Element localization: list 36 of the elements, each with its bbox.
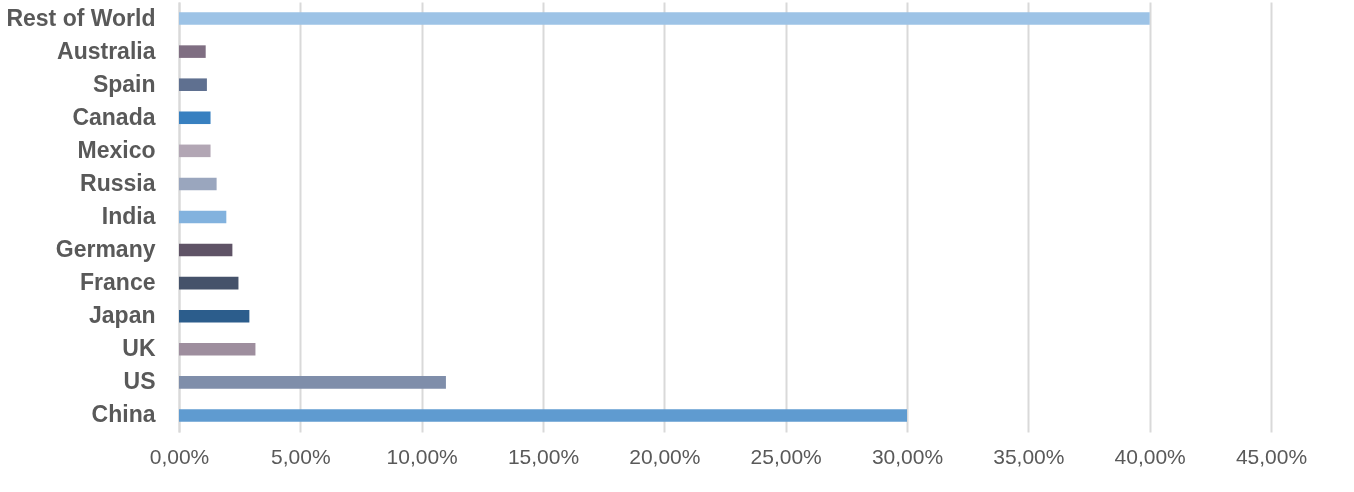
y-tick-label: India xyxy=(101,203,156,229)
bar xyxy=(179,45,206,58)
x-tick-label: 20,00% xyxy=(629,444,701,468)
bar xyxy=(179,409,907,422)
y-tick-label: Canada xyxy=(72,103,156,130)
y-tick-label: Mexico xyxy=(77,136,156,163)
y-tick-label: Japan xyxy=(89,302,156,329)
x-tick-label: 35,00% xyxy=(993,444,1065,468)
y-tick-label: Australia xyxy=(57,37,156,64)
bar xyxy=(179,309,250,323)
bar xyxy=(179,276,239,290)
bar xyxy=(179,78,207,91)
x-tick-label: 5,00% xyxy=(271,444,331,468)
y-tick-label: France xyxy=(80,269,156,296)
bar xyxy=(179,177,217,191)
x-tick-label: 0,00% xyxy=(149,444,210,468)
y-tick-label: Russia xyxy=(80,169,156,196)
bar xyxy=(179,343,256,356)
y-tick-label: Spain xyxy=(92,70,156,97)
bar xyxy=(179,243,233,257)
y-tick-label: US xyxy=(123,368,156,395)
bar xyxy=(179,376,446,389)
bar xyxy=(179,210,227,224)
x-tick-label: 25,00% xyxy=(750,444,822,468)
x-tick-label: 40,00% xyxy=(1114,444,1186,468)
y-tick-label: UK xyxy=(122,335,156,362)
y-tick-label: China xyxy=(91,401,156,428)
x-tick-label: 30,00% xyxy=(871,444,944,468)
bar xyxy=(179,144,211,158)
x-tick-label: 45,00% xyxy=(1235,444,1308,468)
y-tick-label: Rest of World xyxy=(6,4,156,31)
y-tick-label: Germany xyxy=(55,236,156,263)
x-tick-label: 10,00% xyxy=(386,444,458,468)
x-tick-label: 15,00% xyxy=(507,444,580,468)
bar xyxy=(179,111,211,125)
bar xyxy=(179,12,1150,25)
